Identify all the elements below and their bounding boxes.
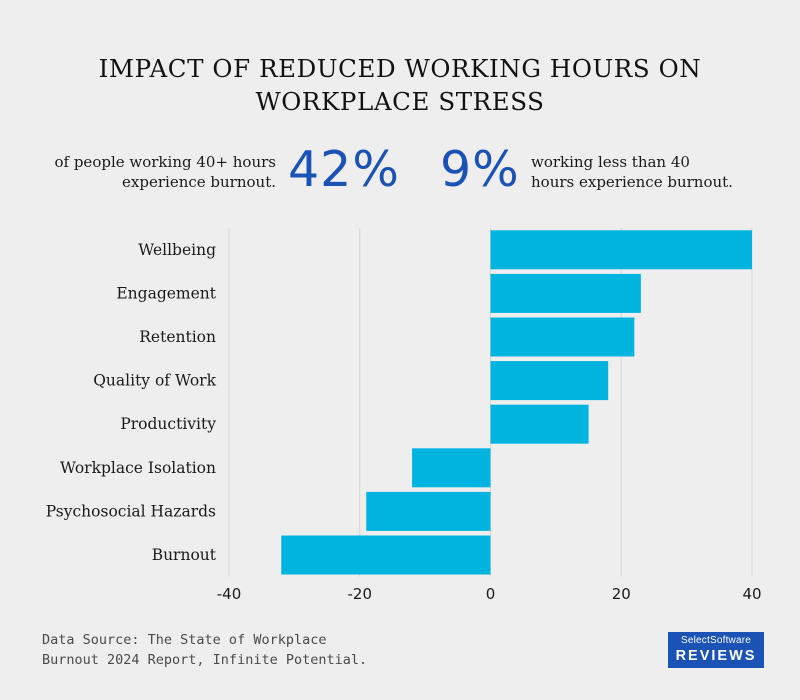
stat-left-caption: of people working 40+ hours experience b… <box>16 152 276 192</box>
category-label: Engagement <box>116 284 216 302</box>
stat-right-caption-line2: hours experience burnout. <box>531 173 733 191</box>
category-label: Retention <box>139 328 216 346</box>
bar <box>366 491 491 531</box>
bar <box>281 535 491 575</box>
x-tick-label: 20 <box>612 585 631 603</box>
category-label: Quality of Work <box>93 372 216 390</box>
bar <box>490 361 609 401</box>
brand-logo-line2: REVIEWS <box>675 648 757 664</box>
stat-right-caption: working less than 40 hours experience bu… <box>531 152 791 192</box>
brand-logo: SelectSoftware REVIEWS <box>668 632 764 668</box>
brand-logo-line1: SelectSoftware <box>680 635 752 646</box>
stat-right-caption-line1: working less than 40 <box>531 153 690 171</box>
bar <box>490 273 641 313</box>
bar <box>490 404 589 444</box>
chart-title-line1: IMPACT OF REDUCED WORKING HOURS ON <box>98 54 702 83</box>
category-label: Wellbeing <box>138 241 216 259</box>
bar-chart: -40 -20 0 20 40 Wellbeing Engagement Retention Q… <box>46 228 762 603</box>
category-label: Psychosocial Hazards <box>46 502 216 520</box>
bar <box>490 317 635 357</box>
x-tick-label: -40 <box>217 585 242 603</box>
category-label: Productivity <box>120 415 216 433</box>
stat-left-caption-line1: of people working 40+ hours <box>54 153 276 171</box>
stat-left-value: 42% <box>288 141 400 198</box>
stat-right-value: 9% <box>440 141 520 198</box>
chart-title-line2: WORKPLACE STRESS <box>255 87 545 116</box>
chart-title: IMPACT OF REDUCED WORKING HOURS ON WORKP… <box>0 52 800 118</box>
data-source-line1: Data Source: The State of Workplace <box>42 632 327 648</box>
category-label: Workplace Isolation <box>60 459 216 477</box>
data-source-line2: Burnout 2024 Report, Infinite Potential. <box>42 652 368 668</box>
bar <box>490 230 752 270</box>
data-source: Data Source: The State of Workplace Burn… <box>42 630 367 670</box>
x-tick-label: -20 <box>348 585 373 603</box>
x-tick-label: 40 <box>742 585 761 603</box>
x-tick-label: 0 <box>486 585 496 603</box>
bar <box>412 448 491 488</box>
category-label: Burnout <box>152 546 217 564</box>
stat-left-caption-line2: experience burnout. <box>122 173 276 191</box>
